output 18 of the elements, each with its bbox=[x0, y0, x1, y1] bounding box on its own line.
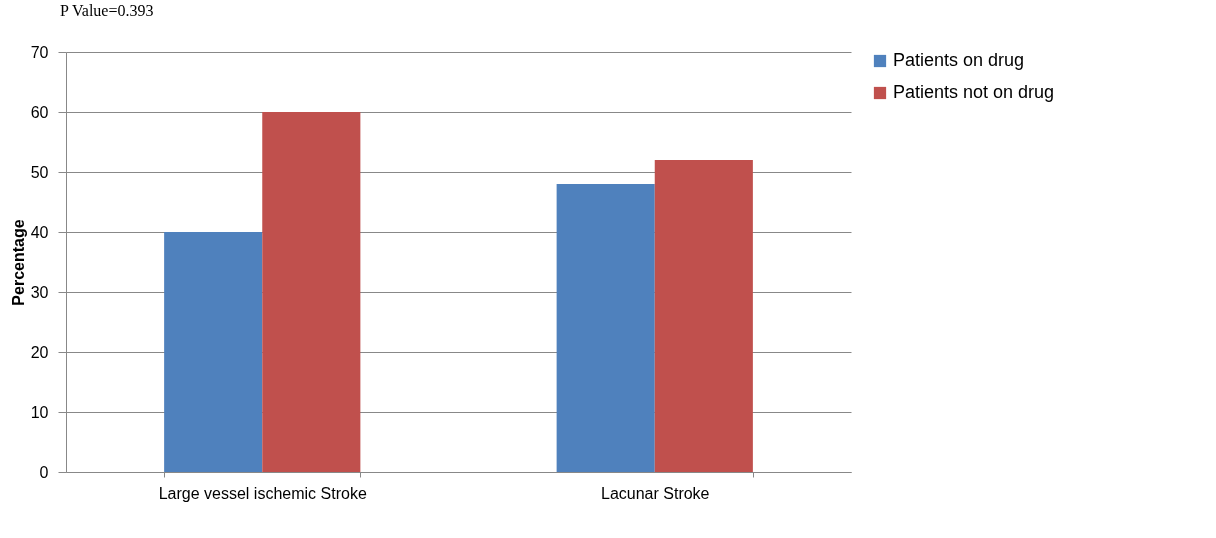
y-tick-label: 30 bbox=[30, 283, 49, 301]
y-tick-label: 50 bbox=[30, 163, 49, 181]
y-tick-label: 40 bbox=[30, 223, 49, 241]
y-tick-label: 0 bbox=[39, 463, 49, 481]
y-tick-label: 70 bbox=[30, 43, 49, 61]
bar bbox=[654, 160, 753, 472]
y-tick-label: 10 bbox=[30, 403, 49, 421]
y-axis-title: Percentage bbox=[9, 219, 27, 306]
text: P Value=0.393 bbox=[60, 2, 154, 20]
legend-label: Patients not on drug bbox=[893, 82, 1055, 102]
y-tick-label: 60 bbox=[30, 103, 49, 121]
x-tick-label: Large vessel ischemic Stroke bbox=[158, 484, 367, 502]
x-tick-label: Lacunar Stroke bbox=[600, 484, 710, 502]
bar bbox=[164, 232, 263, 472]
bar bbox=[262, 112, 361, 472]
bar bbox=[556, 184, 655, 472]
legend-label: Patients on drug bbox=[893, 50, 1025, 70]
y-tick-label: 20 bbox=[30, 343, 49, 361]
